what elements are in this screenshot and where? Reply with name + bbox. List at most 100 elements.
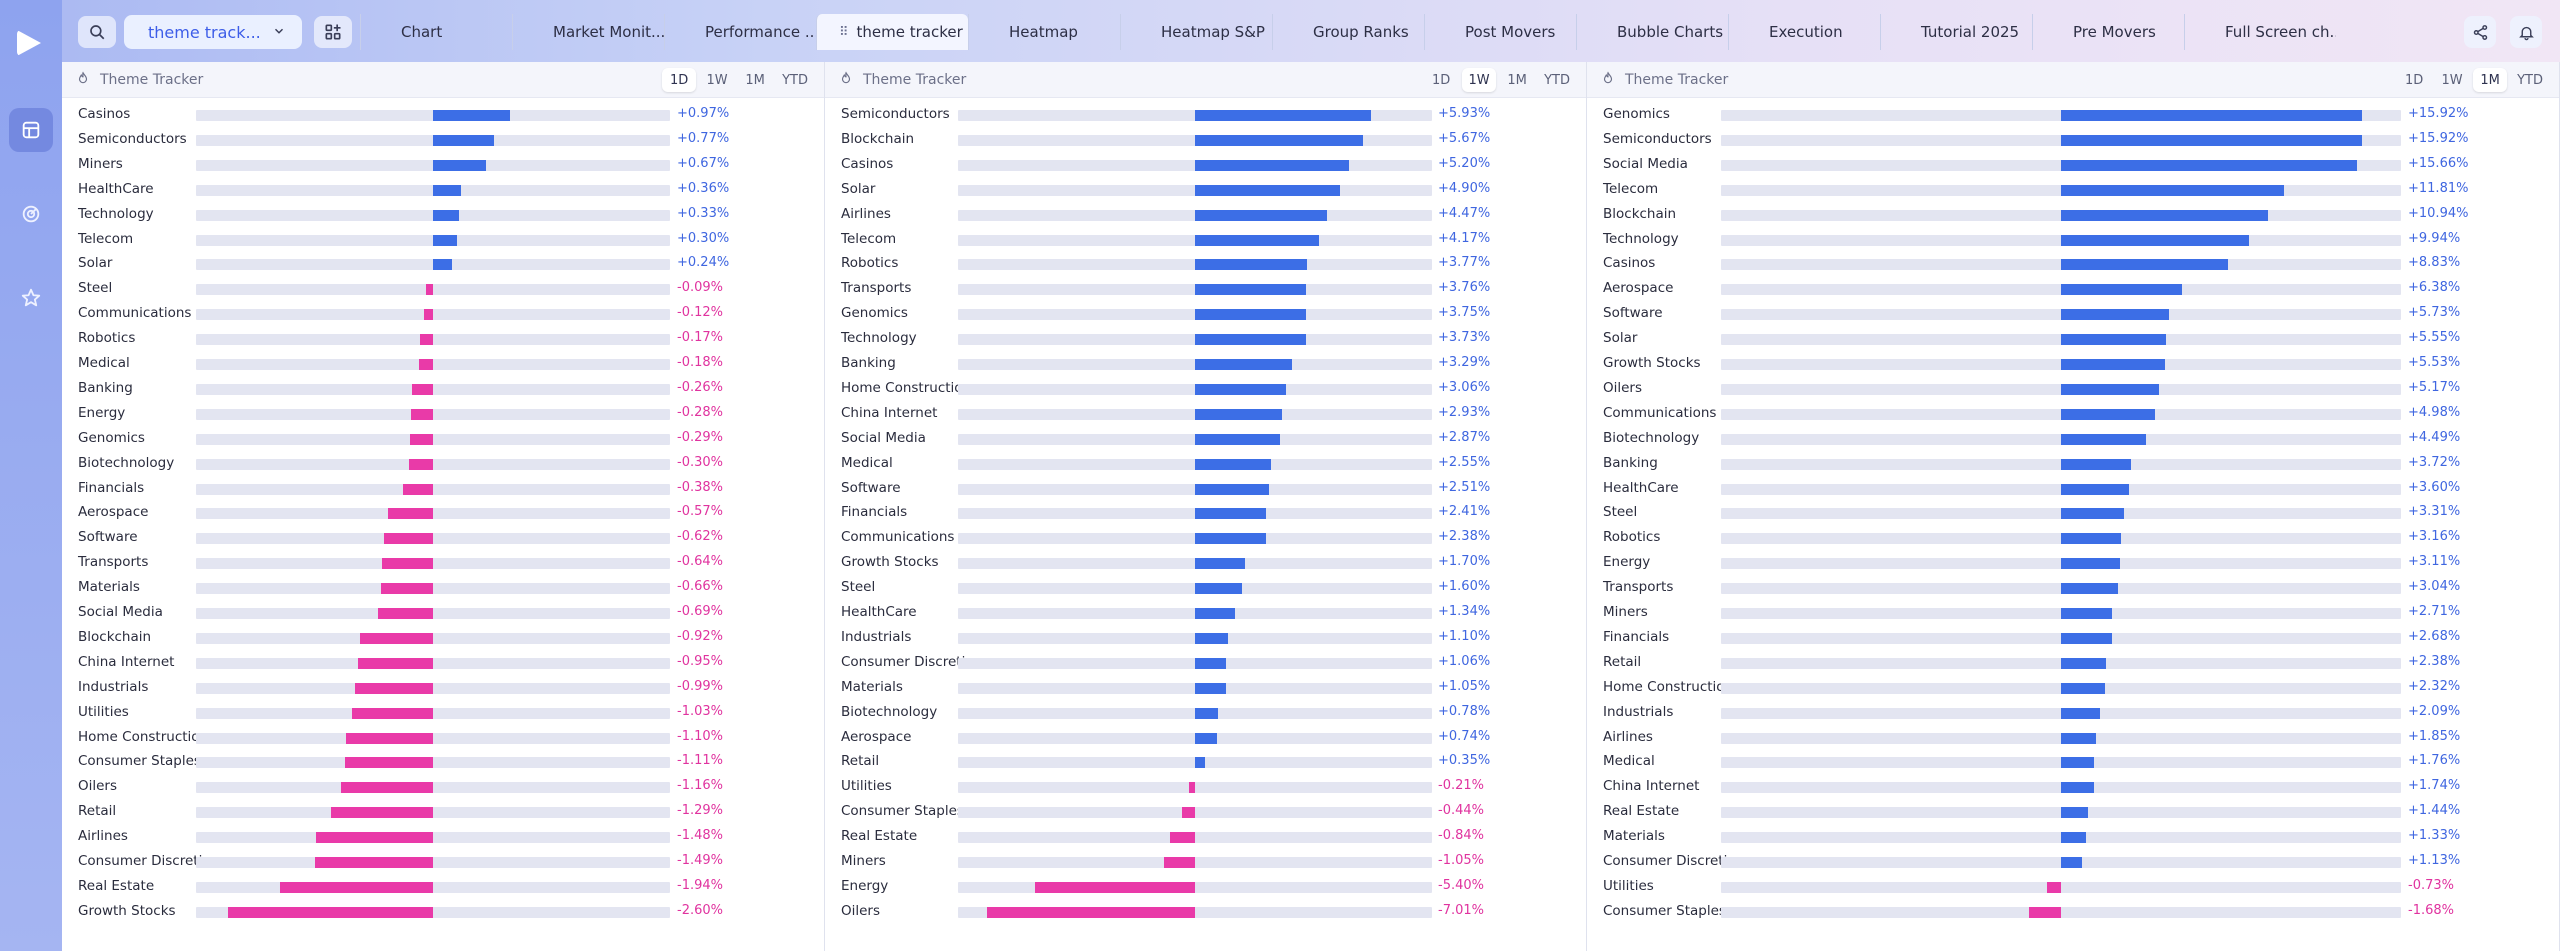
theme-row[interactable]: Growth Stocks -2.60% — [62, 899, 824, 924]
theme-row[interactable]: Consumer Discretionary +1.13% — [1587, 849, 2559, 874]
theme-row[interactable]: Solar +0.24% — [62, 251, 824, 276]
theme-row[interactable]: HealthCare +3.60% — [1587, 476, 2559, 501]
theme-row[interactable]: Transports +3.04% — [1587, 575, 2559, 600]
theme-row[interactable]: Robotics +3.77% — [825, 251, 1586, 276]
theme-row[interactable]: Casinos +5.20% — [825, 152, 1586, 177]
theme-row[interactable]: Robotics +3.16% — [1587, 525, 2559, 550]
theme-row[interactable]: China Internet +2.93% — [825, 401, 1586, 426]
theme-row[interactable]: Real Estate -1.94% — [62, 874, 824, 899]
theme-row[interactable]: Software +2.51% — [825, 476, 1586, 501]
theme-row[interactable]: Airlines +4.47% — [825, 202, 1586, 227]
theme-row[interactable]: Retail -1.29% — [62, 799, 824, 824]
theme-row[interactable]: Technology +9.94% — [1587, 227, 2559, 252]
theme-row[interactable]: HealthCare +1.34% — [825, 600, 1586, 625]
theme-row[interactable]: Transports +3.76% — [825, 276, 1586, 301]
theme-row[interactable]: China Internet +1.74% — [1587, 774, 2559, 799]
theme-row[interactable]: Medical +1.76% — [1587, 749, 2559, 774]
theme-row[interactable]: Steel -0.09% — [62, 276, 824, 301]
drag-handle-icon[interactable]: ⠿ — [839, 24, 849, 40]
tab-group-ranks[interactable]: Group Ranks — [1272, 14, 1424, 50]
radar-icon[interactable] — [9, 192, 53, 236]
theme-row[interactable]: Airlines +1.85% — [1587, 725, 2559, 750]
theme-row[interactable]: Materials +1.33% — [1587, 824, 2559, 849]
theme-row[interactable]: Retail +2.38% — [1587, 650, 2559, 675]
theme-row[interactable]: Materials -0.66% — [62, 575, 824, 600]
theme-row[interactable]: Medical +2.55% — [825, 451, 1586, 476]
theme-row[interactable]: Real Estate -0.84% — [825, 824, 1586, 849]
theme-row[interactable]: Financials +2.41% — [825, 500, 1586, 525]
theme-row[interactable]: Blockchain -0.92% — [62, 625, 824, 650]
period-1w-button[interactable]: 1W — [2441, 72, 2463, 88]
period-1w-button[interactable]: 1W — [1462, 68, 1497, 92]
theme-row[interactable]: Energy +3.11% — [1587, 550, 2559, 575]
theme-row[interactable]: Home Construction +2.32% — [1587, 675, 2559, 700]
theme-row[interactable]: Blockchain +5.67% — [825, 127, 1586, 152]
theme-row[interactable]: Energy -5.40% — [825, 874, 1586, 899]
theme-row[interactable]: Steel +3.31% — [1587, 500, 2559, 525]
tab-pre-movers[interactable]: Pre Movers — [2032, 14, 2184, 50]
theme-row[interactable]: Banking -0.26% — [62, 376, 824, 401]
theme-row[interactable]: Solar +5.55% — [1587, 326, 2559, 351]
add-widget-button[interactable] — [314, 16, 352, 48]
share-button[interactable] — [2464, 16, 2496, 48]
theme-row[interactable]: Transports -0.64% — [62, 550, 824, 575]
theme-row[interactable]: Solar +4.90% — [825, 177, 1586, 202]
theme-row[interactable]: Robotics -0.17% — [62, 326, 824, 351]
theme-row[interactable]: Miners +0.67% — [62, 152, 824, 177]
star-icon[interactable] — [9, 276, 53, 320]
theme-row[interactable]: Utilities -0.21% — [825, 774, 1586, 799]
theme-row[interactable]: Aerospace -0.57% — [62, 500, 824, 525]
theme-row[interactable]: Real Estate +1.44% — [1587, 799, 2559, 824]
theme-row[interactable]: Semiconductors +0.77% — [62, 127, 824, 152]
theme-row[interactable]: Steel +1.60% — [825, 575, 1586, 600]
theme-row[interactable]: Banking +3.72% — [1587, 451, 2559, 476]
theme-row[interactable]: Consumer Discretionary -1.49% — [62, 849, 824, 874]
theme-row[interactable]: Utilities -0.73% — [1587, 874, 2559, 899]
theme-row[interactable]: Casinos +0.97% — [62, 102, 824, 127]
theme-row[interactable]: Biotechnology +4.49% — [1587, 426, 2559, 451]
period-ytd-button[interactable]: YTD — [2517, 72, 2543, 88]
tab-post-movers[interactable]: Post Movers — [1424, 14, 1576, 50]
theme-row[interactable]: Social Media -0.69% — [62, 600, 824, 625]
theme-row[interactable]: Communications -0.12% — [62, 301, 824, 326]
theme-row[interactable]: Consumer Staples -1.68% — [1587, 899, 2559, 924]
theme-row[interactable]: Airlines -1.48% — [62, 824, 824, 849]
theme-row[interactable]: Software -0.62% — [62, 525, 824, 550]
period-1d-button[interactable]: 1D — [1431, 72, 1451, 88]
theme-row[interactable]: China Internet -0.95% — [62, 650, 824, 675]
period-1m-button[interactable]: 1M — [1507, 72, 1527, 88]
theme-row[interactable]: Genomics +3.75% — [825, 301, 1586, 326]
theme-row[interactable]: Casinos +8.83% — [1587, 251, 2559, 276]
theme-row[interactable]: Genomics -0.29% — [62, 426, 824, 451]
theme-row[interactable]: Telecom +0.30% — [62, 227, 824, 252]
theme-row[interactable]: Aerospace +0.74% — [825, 725, 1586, 750]
period-1d-button[interactable]: 1D — [2404, 72, 2424, 88]
theme-row[interactable]: Consumer Staples -1.11% — [62, 749, 824, 774]
theme-row[interactable]: Growth Stocks +5.53% — [1587, 351, 2559, 376]
period-1m-button[interactable]: 1M — [2473, 68, 2508, 92]
theme-row[interactable]: Miners +2.71% — [1587, 600, 2559, 625]
theme-row[interactable]: Materials +1.05% — [825, 675, 1586, 700]
tab-chart[interactable]: Chart — [360, 14, 512, 50]
theme-row[interactable]: Aerospace +6.38% — [1587, 276, 2559, 301]
period-ytd-button[interactable]: YTD — [782, 72, 808, 88]
theme-row[interactable]: Blockchain +10.94% — [1587, 202, 2559, 227]
theme-row[interactable]: Energy -0.28% — [62, 401, 824, 426]
theme-row[interactable]: Financials -0.38% — [62, 476, 824, 501]
tab-tutorial-2025[interactable]: Tutorial 2025 — [1880, 14, 2032, 50]
period-1w-button[interactable]: 1W — [706, 72, 728, 88]
theme-row[interactable]: Banking +3.29% — [825, 351, 1586, 376]
notifications-button[interactable] — [2510, 16, 2542, 48]
theme-row[interactable]: HealthCare +0.36% — [62, 177, 824, 202]
theme-row[interactable]: Social Media +15.66% — [1587, 152, 2559, 177]
tab-performance[interactable]: Performance ... — [664, 14, 816, 50]
theme-row[interactable]: Technology +0.33% — [62, 202, 824, 227]
theme-row[interactable]: Consumer Staples -0.44% — [825, 799, 1586, 824]
theme-row[interactable]: Biotechnology +0.78% — [825, 700, 1586, 725]
theme-row[interactable]: Telecom +4.17% — [825, 227, 1586, 252]
theme-row[interactable]: Miners -1.05% — [825, 849, 1586, 874]
theme-row[interactable]: Home Construction -1.10% — [62, 725, 824, 750]
tab-market-monit[interactable]: Market Monit... — [512, 14, 664, 50]
theme-row[interactable]: Utilities -1.03% — [62, 700, 824, 725]
theme-row[interactable]: Oilers -7.01% — [825, 899, 1586, 924]
